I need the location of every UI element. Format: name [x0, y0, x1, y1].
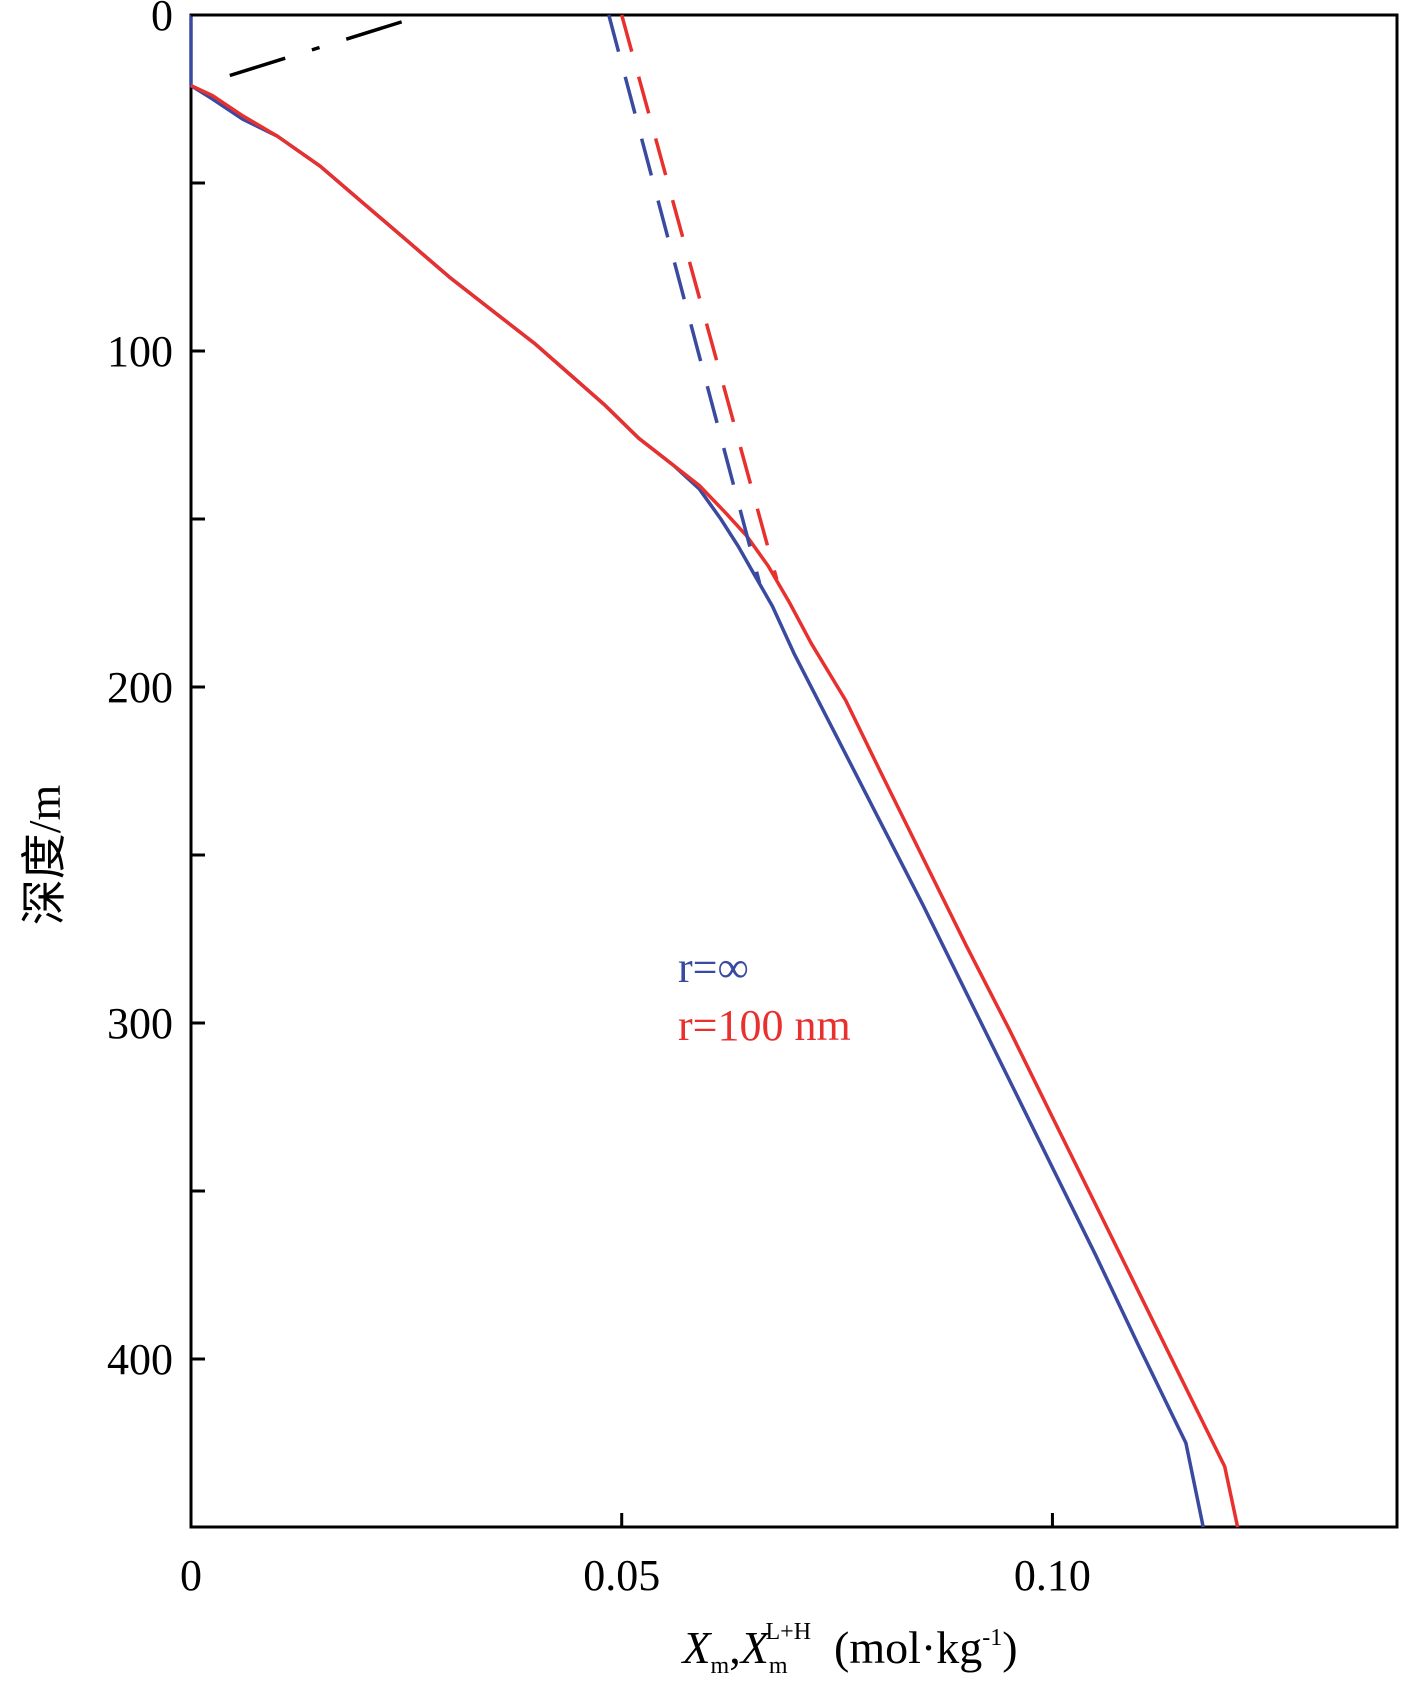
x-axis-title: Xm,XmL+H (mol·kg-1): [680, 1619, 1017, 1679]
legend-label-r-100nm: r=100 nm: [678, 1001, 851, 1050]
y-tick-label-0: 0: [151, 0, 173, 40]
y-tick-label-100: 100: [107, 327, 173, 376]
legend-label-r-inf: r=∞: [678, 943, 749, 992]
x-axis-sub-1: m: [711, 1653, 730, 1679]
y-tick-label-200: 200: [107, 663, 173, 712]
x-tick-label-1: 0.05: [583, 1551, 660, 1600]
x-axis-unit: (mol·kg: [811, 1622, 982, 1673]
series-line-0-solid: [189, 15, 1205, 1528]
tick-layer: 0 100 200 300 400 0 0.05 0.10: [107, 0, 1091, 1600]
x-axis-symbol-2: X: [739, 1622, 771, 1673]
x-axis-unit-sup: -1: [982, 1625, 1002, 1651]
series-line-3-dashed: [620, 14, 779, 580]
series-line-4-dashdot: [229, 13, 425, 78]
x-axis-unit-close: ): [1002, 1622, 1017, 1673]
plot-frame: [189, 13, 1399, 1529]
y-tick-label-300: 300: [107, 999, 173, 1048]
x-tick-label-2: 0.10: [1014, 1551, 1091, 1600]
x-axis-sup-2: L+H: [766, 1619, 812, 1645]
legend: r=∞ r=100 nm: [678, 943, 851, 1050]
y-axis-title: 深度/m: [19, 785, 70, 926]
x-tick-label-0: 0: [180, 1551, 202, 1600]
series-line-2-dashed: [607, 14, 762, 584]
series-line-1-solid: [190, 84, 1240, 1528]
x-axis-symbol-1: X: [680, 1622, 712, 1673]
x-axis-sub-2: m: [769, 1653, 788, 1679]
series-layer: [189, 13, 1240, 1528]
y-tick-label-400: 400: [107, 1335, 173, 1384]
x-axis-sep: ,: [729, 1622, 741, 1673]
